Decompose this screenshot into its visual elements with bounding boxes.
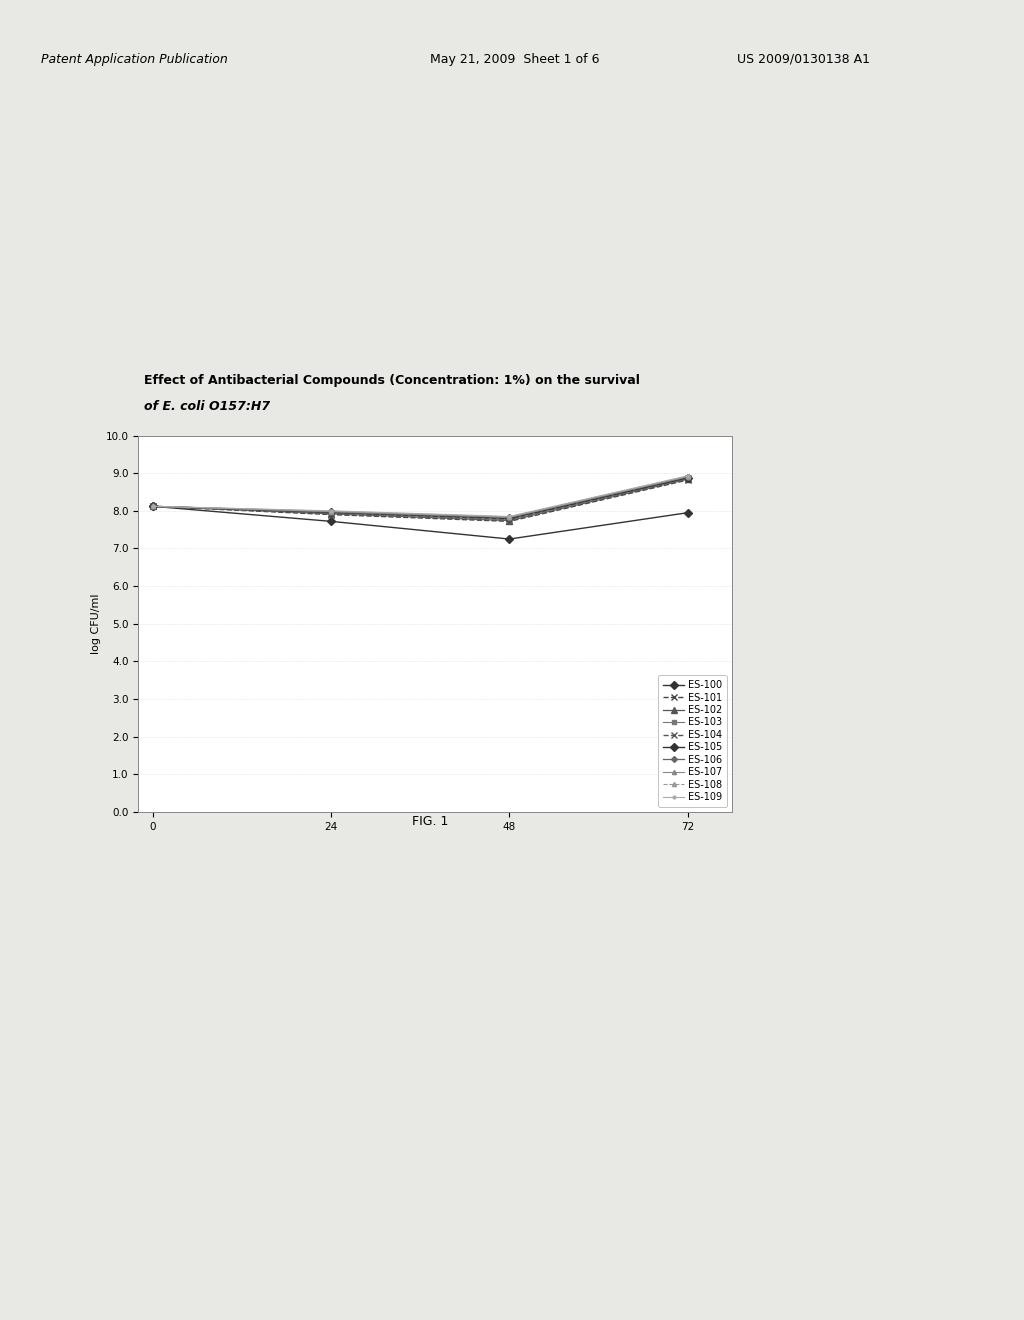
Legend: ES-100, ES-101, ES-102, ES-103, ES-104, ES-105, ES-106, ES-107, ES-108, ES-109: ES-100, ES-101, ES-102, ES-103, ES-104, … — [658, 676, 727, 807]
ES-108 — [682, 469, 694, 484]
ES-105 — [147, 499, 160, 515]
Text: FIG. 1: FIG. 1 — [412, 816, 449, 828]
Line: ES-107: ES-107 — [151, 474, 690, 519]
ES-104 — [504, 511, 515, 527]
ES-101 — [147, 499, 160, 515]
Line: ES-102: ES-102 — [151, 477, 690, 524]
Text: Patent Application Publication: Patent Application Publication — [41, 53, 227, 66]
ES-109 — [147, 499, 160, 515]
ES-102 — [326, 506, 338, 521]
ES-107 — [326, 504, 338, 520]
ES-105 — [326, 504, 338, 520]
ES-106 — [147, 499, 160, 515]
ES-103 — [682, 470, 694, 486]
Line: ES-100: ES-100 — [151, 503, 690, 541]
ES-109 — [504, 508, 515, 524]
ES-101 — [504, 513, 515, 529]
ES-106 — [682, 469, 694, 484]
ES-101 — [326, 507, 338, 523]
Text: of E. coli O157:H7: of E. coli O157:H7 — [144, 400, 270, 413]
ES-107 — [682, 469, 694, 484]
Text: Effect of Antibacterial Compounds (Concentration: 1%) on the survival: Effect of Antibacterial Compounds (Conce… — [144, 374, 640, 387]
ES-102 — [504, 512, 515, 528]
ES-108 — [326, 503, 338, 519]
ES-107 — [504, 510, 515, 525]
ES-109 — [682, 467, 694, 483]
Text: May 21, 2009  Sheet 1 of 6: May 21, 2009 Sheet 1 of 6 — [430, 53, 600, 66]
ES-105 — [504, 511, 515, 527]
Line: ES-101: ES-101 — [150, 477, 691, 525]
ES-106 — [326, 504, 338, 520]
ES-102 — [147, 499, 160, 515]
Line: ES-106: ES-106 — [151, 475, 690, 520]
ES-103 — [326, 506, 338, 521]
ES-106 — [504, 510, 515, 525]
ES-104 — [682, 470, 694, 486]
ES-100 — [326, 513, 338, 529]
ES-103 — [504, 512, 515, 528]
Line: ES-108: ES-108 — [151, 474, 690, 519]
ES-105 — [682, 470, 694, 486]
ES-104 — [326, 504, 338, 520]
ES-109 — [326, 503, 338, 519]
ES-107 — [147, 499, 160, 515]
Line: ES-109: ES-109 — [151, 473, 690, 519]
Line: ES-105: ES-105 — [151, 475, 690, 521]
Line: ES-103: ES-103 — [151, 477, 690, 521]
ES-100 — [682, 504, 694, 520]
ES-102 — [682, 471, 694, 487]
ES-108 — [504, 510, 515, 525]
Y-axis label: log CFU/ml: log CFU/ml — [91, 594, 101, 653]
Text: US 2009/0130138 A1: US 2009/0130138 A1 — [737, 53, 870, 66]
ES-104 — [147, 499, 160, 515]
ES-100 — [147, 499, 160, 515]
Line: ES-104: ES-104 — [150, 475, 691, 523]
ES-108 — [147, 499, 160, 515]
ES-100 — [504, 531, 515, 546]
ES-101 — [682, 473, 694, 488]
ES-103 — [147, 499, 160, 515]
